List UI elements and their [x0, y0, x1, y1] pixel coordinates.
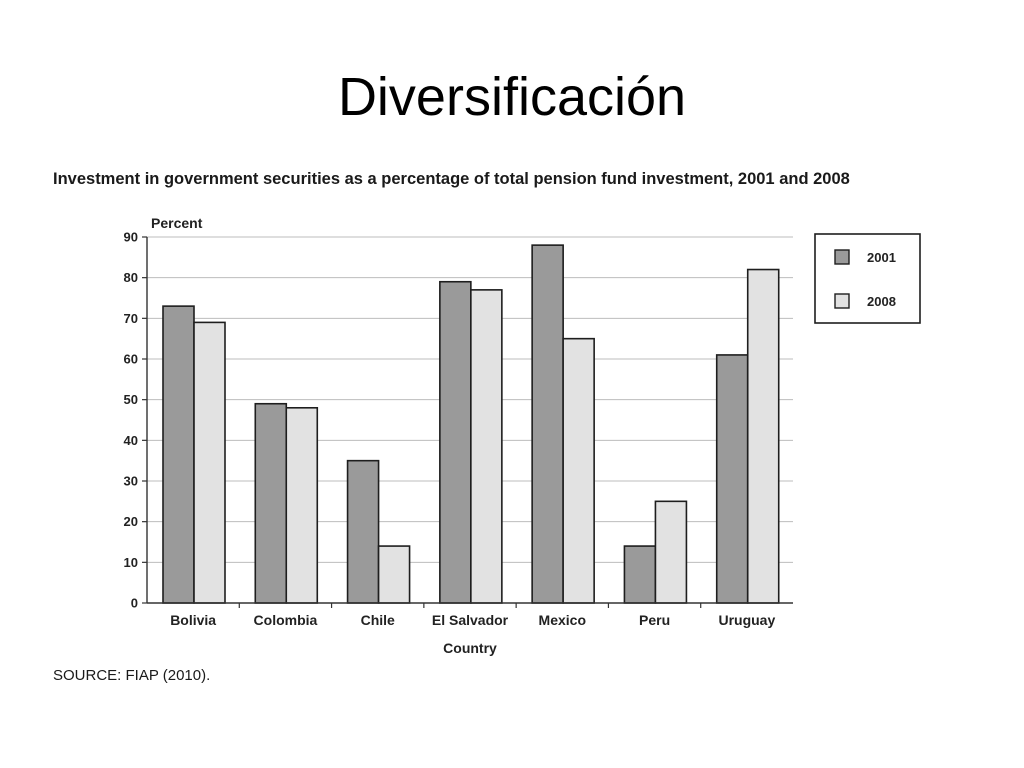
bar-2001-mexico: [531, 244, 564, 604]
legend-swatch-2001: [834, 249, 850, 265]
axis-labels: 0 10 20 30 40 50 60 70 80 90 Percent Bolivia Colombi…: [124, 215, 776, 656]
chart-title: Investment in government securities as a…: [53, 170, 850, 188]
x-tick-label: Mexico: [539, 612, 586, 628]
x-tick-label: Uruguay: [718, 612, 775, 628]
bar-2001-el-salvador: [439, 280, 472, 604]
legend: 2001 2008: [814, 233, 921, 324]
legend-label-2008: 2008: [867, 294, 896, 309]
bar-2001-uruguay: [715, 354, 749, 604]
x-tick-label: Bolivia: [170, 612, 216, 628]
y-tick-label: 30: [124, 474, 138, 489]
axes: [142, 236, 793, 608]
bar-2008-mexico: [562, 337, 595, 604]
y-tick-label: 70: [124, 311, 138, 326]
y-tick-label: 60: [124, 352, 138, 367]
y-tick-label: 0: [131, 596, 138, 611]
y-tick-label: 50: [124, 392, 138, 407]
bar-2001-bolivia: [162, 305, 195, 604]
bar-2008-bolivia: [193, 321, 226, 604]
source-note: SOURCE: FIAP (2010).: [53, 667, 211, 684]
bar-2008-colombia: [285, 406, 319, 604]
y-tick-label: 10: [124, 555, 138, 570]
bar-2008-uruguay: [746, 268, 780, 604]
y-tick-label: 80: [124, 270, 138, 285]
x-axis-title: Country: [443, 640, 497, 656]
y-tick-label: 90: [124, 230, 138, 245]
legend-label-2001: 2001: [867, 250, 896, 265]
x-tick-label: Colombia: [254, 612, 318, 628]
x-tick-label: Chile: [361, 612, 395, 628]
y-axis-title: Percent: [151, 215, 203, 231]
bar-2001-peru: [623, 545, 657, 604]
bar-2008-peru: [654, 500, 688, 604]
bars: [162, 244, 780, 604]
y-tick-label: 20: [124, 514, 138, 529]
bar-2001-chile: [346, 459, 380, 604]
legend-box: [814, 233, 921, 324]
slide-title: Diversificación: [337, 67, 687, 127]
bar-2001-colombia: [254, 402, 288, 604]
bar-2008-chile: [377, 545, 411, 604]
bar-2008-el-salvador: [470, 289, 503, 604]
legend-swatch-2008: [834, 293, 850, 309]
x-tick-label: Peru: [639, 612, 670, 628]
y-tick-label: 40: [124, 433, 138, 448]
x-tick-label: El Salvador: [432, 612, 509, 628]
